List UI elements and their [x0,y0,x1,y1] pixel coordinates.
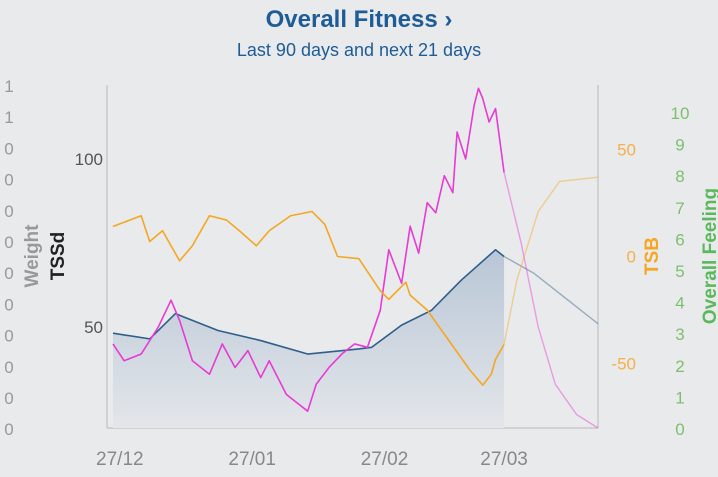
feeling-tick-label: 1 [675,388,684,407]
feeling-tick-label: 3 [675,325,684,344]
weight-tick-label: 0 [4,139,13,158]
x-tick-label: 27/03 [480,449,528,470]
weight-tick-label: 0 [4,327,13,346]
weight-tick-label: 1 [4,108,13,127]
weight-tick-label: 0 [4,295,13,314]
feeling-tick-label: 7 [675,199,684,218]
tssd-axis-label: TSSd [48,232,69,281]
tssd-tick-label: 50 [84,318,103,337]
feeling-tick-label: 6 [675,230,684,249]
feeling-tick-label: 4 [675,294,684,313]
chart-title-link[interactable]: Overall Fitness › [0,6,718,34]
x-tick-label: 27/02 [361,449,409,470]
tsb-tick-label: 50 [617,140,636,159]
weight-tick-label: 0 [4,389,13,408]
x-tick-label: 27/01 [228,449,276,470]
weight-axis-label: Weight [22,224,43,288]
title-text: Overall Fitness [265,6,438,33]
tsb-line-past [112,210,505,386]
tssd-tick-label: 100 [75,150,103,169]
tsb-line-forecast [503,176,599,345]
ctl-area-fill [112,249,505,428]
weight-tick-label: 0 [4,233,13,252]
feeling-tick-label: 10 [671,104,690,123]
tsb-tick-label: -50 [611,355,636,374]
weight-tick-label: 0 [4,264,13,283]
tsb-axis-label: TSB [642,237,663,275]
weight-tick-label: 0 [4,171,13,190]
chart-subtitle: Last 90 days and next 21 days [236,40,482,60]
feeling-tick-label: 9 [675,136,684,155]
atl-line-forecast [503,172,599,429]
weight-tick-label: 0 [4,420,13,439]
tsb-tick-label: 0 [627,248,636,267]
feeling-tick-label: 0 [675,420,684,439]
atl-line-past [112,87,505,412]
feeling-tick-label: 2 [675,357,684,376]
x-tick-label: 27/12 [96,449,144,470]
feeling-tick-label: 8 [675,167,684,186]
weight-tick-label: 1 [4,77,13,96]
chevron-right-icon: › [444,6,453,33]
ctl-line-past [112,248,505,355]
feeling-tick-label: 5 [675,262,684,281]
ctl-line-forecast [503,255,599,325]
feeling-axis-label: Overall Feeling [700,188,718,324]
weight-tick-label: 0 [4,358,13,377]
weight-tick-label: 0 [4,202,13,221]
